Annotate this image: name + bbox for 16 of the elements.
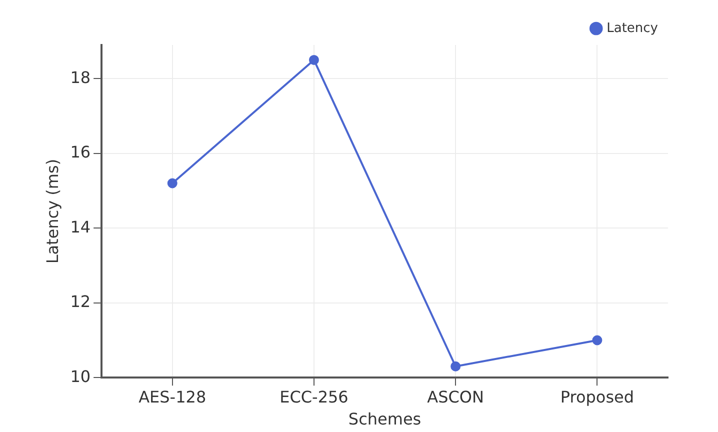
- point: [167, 178, 178, 188]
- y-tick-label: 16: [70, 142, 91, 162]
- y-tick-label: 12: [70, 292, 91, 312]
- legend-label: Latency: [606, 20, 658, 36]
- point: [450, 361, 461, 372]
- y-tick-label: 10: [70, 366, 91, 386]
- y-tick-label: 14: [70, 217, 91, 236]
- x-tick-label: Proposed: [560, 387, 634, 406]
- x-tick-label: ASCON: [427, 387, 484, 406]
- x-tick-label: AES-128: [138, 387, 206, 406]
- x-axis-title: Schemes: [348, 410, 422, 429]
- point: [308, 54, 319, 65]
- y-axis-title: Latency (ms): [42, 158, 62, 264]
- x-tick-label: ECC-256: [280, 387, 348, 406]
- point: [592, 335, 602, 346]
- y-tick-label: 18: [70, 68, 91, 87]
